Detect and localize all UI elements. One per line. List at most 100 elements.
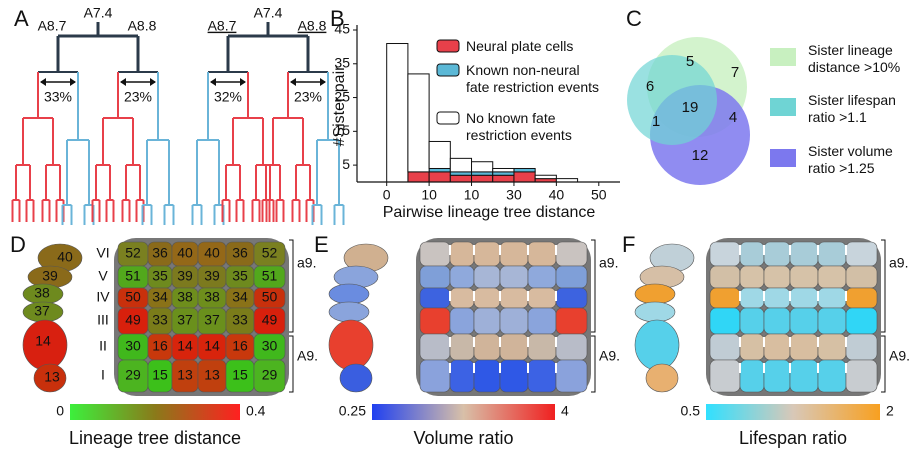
embryo-cell — [527, 287, 557, 309]
histogram-bar — [449, 171, 473, 176]
venn-count: 12 — [692, 147, 709, 164]
cell-number: 35 — [152, 268, 168, 284]
colorbar — [706, 404, 880, 420]
venn-count: 7 — [731, 64, 739, 81]
cell-number: 33 — [232, 312, 248, 328]
legend-label: Sister lineage distance >10% — [808, 42, 901, 75]
embryo-cell — [449, 359, 475, 393]
colorbar-min: 0.25 — [339, 403, 366, 419]
embryo-cell — [817, 241, 847, 267]
legend-swatch — [436, 63, 460, 77]
embryo-cell — [527, 265, 557, 289]
legend-label: Neural plate cells — [466, 38, 574, 54]
embryo-cell — [473, 333, 501, 361]
venn-circle — [627, 55, 717, 145]
bracket-label: a9. — [599, 255, 618, 271]
lateral-cell — [328, 319, 374, 371]
embryo-cell — [555, 307, 588, 335]
cell-number: 14 — [204, 338, 220, 354]
lateral-cell — [645, 363, 679, 393]
embryo-cell — [473, 265, 501, 289]
colorbar-min: 0.5 — [681, 403, 701, 419]
venn-count: 6 — [646, 78, 654, 95]
legend-label: Sister lifespan ratio >1.1 — [808, 92, 896, 125]
embryo-cell — [555, 265, 588, 289]
embryo-cell — [499, 359, 529, 393]
legend-swatch — [770, 48, 796, 66]
x-tick-label: 50 — [591, 187, 607, 203]
histogram-bar — [407, 73, 430, 173]
embryo-cell — [527, 333, 557, 361]
embryo-cell — [527, 241, 557, 267]
histogram-bar — [534, 174, 557, 180]
x-tick-label: 40 — [549, 187, 565, 203]
lineage-label: A8.8 — [128, 18, 157, 34]
y-tick-label: 15 — [334, 122, 350, 138]
cell-number: 36 — [232, 245, 248, 261]
embryo-cell — [763, 241, 791, 267]
histogram-bar — [407, 171, 430, 183]
x-tick-label: 10 — [421, 187, 437, 203]
embryo-cell — [449, 287, 475, 309]
cell-number: 50 — [125, 289, 141, 305]
cell-number: 40 — [177, 245, 193, 261]
percentage: 23% — [294, 89, 322, 105]
colorbar — [372, 404, 555, 420]
embryo-cell — [817, 307, 847, 335]
lateral-cell — [634, 319, 680, 371]
venn-count: 19 — [682, 99, 699, 116]
cell-number: 49 — [262, 312, 278, 328]
embryo-cell — [817, 287, 847, 309]
histogram-bar — [428, 140, 451, 169]
cell-number: 15 — [152, 367, 168, 383]
cell-number: 37 — [177, 312, 193, 328]
cell-number: 38 — [177, 289, 193, 305]
cell-number: 37 — [204, 312, 220, 328]
lateral-cell — [339, 363, 373, 393]
embryo-cell — [449, 307, 475, 335]
embryo-cell — [845, 241, 878, 267]
row-label: V — [98, 268, 108, 284]
embryo-cell — [473, 359, 501, 393]
histogram-bar — [428, 167, 451, 173]
cell-number: 52 — [262, 245, 278, 261]
x-tick-label: 10 — [464, 187, 480, 203]
cell-number: 49 — [125, 312, 141, 328]
lateral-cell — [634, 301, 676, 323]
venn-count: 5 — [686, 53, 694, 70]
embryo-cell — [845, 265, 878, 289]
embryo-cell — [555, 359, 588, 393]
bracket — [289, 239, 294, 333]
embryo-cell — [789, 241, 819, 267]
embryo-cell — [709, 287, 741, 309]
histogram-bar — [513, 167, 536, 173]
legend-swatch — [436, 111, 460, 125]
embryo-cell — [817, 359, 847, 393]
embryo-cell — [709, 359, 741, 393]
cell-number: 39 — [42, 268, 58, 284]
panel-label: B — [330, 6, 345, 31]
embryo-cell — [555, 287, 588, 309]
colorbar-title: Lifespan ratio — [739, 428, 847, 448]
embryo-cell — [499, 287, 529, 309]
bracket-label: A9. — [297, 348, 318, 364]
histogram-bar — [449, 157, 473, 173]
histogram-bar — [492, 171, 515, 176]
lateral-cell — [634, 283, 676, 305]
cell-number: 16 — [232, 338, 248, 354]
embryo-cell — [419, 265, 451, 289]
embryo-cell — [473, 307, 501, 335]
embryo-cell — [709, 333, 741, 361]
embryo-cell — [419, 287, 451, 309]
row-label: IV — [96, 289, 110, 305]
embryo-cell — [449, 333, 475, 361]
lineage-label: A8.8 — [298, 18, 327, 34]
y-axis-label: #Sister pair — [331, 65, 348, 147]
cell-number: 36 — [152, 245, 168, 261]
bracket — [881, 239, 886, 333]
embryo-cell — [419, 241, 451, 267]
colorbar — [70, 404, 240, 420]
embryo-cell — [473, 241, 501, 267]
legend-label: No known fate restriction events — [466, 110, 572, 143]
row-label: I — [101, 367, 105, 383]
